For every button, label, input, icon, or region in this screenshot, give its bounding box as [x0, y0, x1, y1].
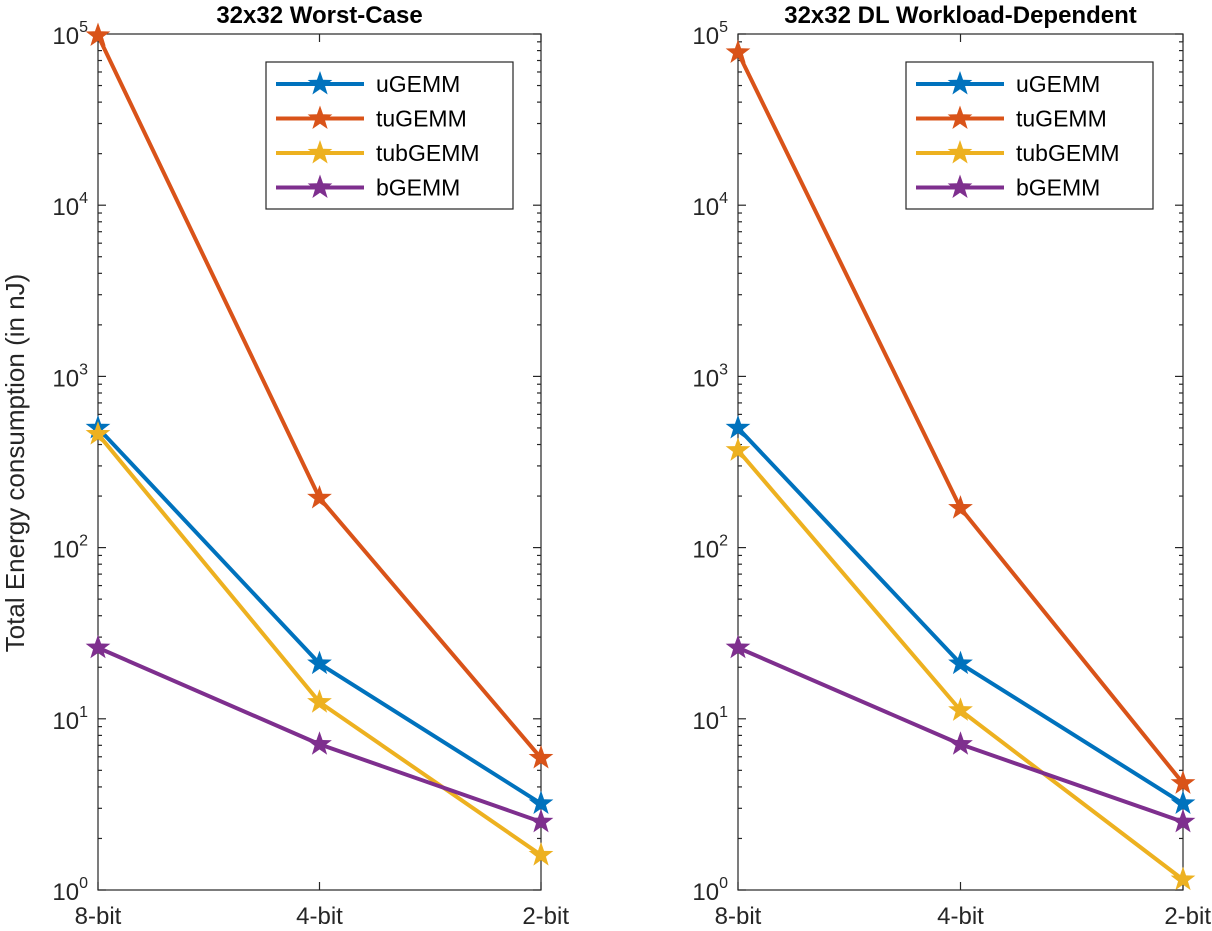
y-tick-label: 100 [52, 875, 88, 906]
x-tick-label: 4-bit [296, 903, 343, 930]
y-tick-label-exponent: 5 [79, 19, 88, 36]
legend-label-bGEMM: bGEMM [376, 175, 460, 201]
data-point-uGEMM [948, 650, 973, 675]
legend-label-tubGEMM: tubGEMM [376, 140, 480, 166]
y-tick-label: 103 [692, 361, 728, 392]
data-point-uGEMM [307, 650, 332, 675]
data-point-bGEMM [307, 731, 332, 755]
data-point-tuGEMM [725, 39, 751, 63]
data-point-tubGEMM [1170, 866, 1196, 891]
x-tick-label: 2-bit [522, 903, 569, 930]
y-tick-label-exponent: 3 [79, 361, 88, 378]
legend-label-tuGEMM: tuGEMM [376, 106, 467, 132]
data-point-uGEMM [528, 790, 554, 815]
y-tick-label: 101 [52, 704, 88, 735]
data-point-tubGEMM [725, 437, 751, 461]
data-point-tubGEMM [948, 697, 973, 721]
data-point-bGEMM [948, 731, 973, 755]
y-tick-label-base: 10 [692, 537, 719, 564]
legend-marker-bGEMM [307, 174, 333, 199]
data-point-bGEMM [528, 808, 554, 833]
data-point-tuGEMM [85, 22, 111, 47]
data-point-uGEMM [725, 414, 751, 439]
data-point-tuGEMM [528, 745, 554, 769]
legend-label-uGEMM: uGEMM [376, 71, 460, 97]
y-tick-label-base: 10 [692, 194, 719, 221]
legend-marker-uGEMM [947, 71, 973, 95]
y-tick-label: 105 [52, 19, 88, 50]
y-tick-label-base: 10 [52, 23, 79, 50]
legend-box [905, 61, 1154, 210]
y-axis-label: Total Energy consumption (in nJ) [0, 274, 30, 653]
data-point-bGEMM [725, 634, 751, 659]
y-tick-label-exponent: 2 [79, 533, 88, 550]
y-tick-label: 103 [52, 361, 88, 392]
legend-label-uGEMM: uGEMM [1016, 71, 1100, 97]
x-tick-label: 8-bit [715, 903, 762, 930]
x-tick-label: 8-bit [75, 903, 122, 930]
legend-label-tubGEMM: tubGEMM [1016, 140, 1120, 166]
y-tick-label: 100 [692, 875, 728, 906]
data-point-tuGEMM [307, 484, 332, 509]
y-tick-label: 101 [692, 704, 728, 735]
y-tick-label-exponent: 1 [719, 704, 728, 721]
y-tick-label-exponent: 1 [79, 704, 88, 721]
y-tick-label-base: 10 [692, 23, 719, 50]
data-point-tuGEMM [948, 495, 973, 519]
legend-label-bGEMM: bGEMM [1016, 175, 1100, 201]
x-tick-label: 4-bit [937, 903, 984, 930]
legend-box [265, 61, 514, 210]
legend-marker-tuGEMM [947, 105, 973, 130]
y-tick-label-exponent: 3 [719, 361, 728, 378]
y-tick-label-exponent: 4 [719, 190, 728, 207]
y-tick-label-exponent: 5 [719, 19, 728, 36]
data-point-bGEMM [85, 634, 111, 659]
data-point-tubGEMM [307, 689, 332, 713]
data-point-tuGEMM [1170, 770, 1196, 794]
chart-title: 32x32 DL Workload-Dependent [784, 2, 1137, 29]
y-tick-label-exponent: 0 [719, 875, 728, 892]
data-point-bGEMM [1170, 808, 1196, 833]
data-point-tubGEMM [528, 842, 554, 866]
legend: uGEMM tuGEMM tubGEMM bGEMM [905, 61, 1154, 210]
x-tick-label: 2-bit [1164, 903, 1211, 930]
data-point-uGEMM [1170, 790, 1196, 815]
y-tick-label: 102 [52, 533, 88, 564]
legend-marker-tubGEMM [947, 140, 973, 164]
legend: uGEMM tuGEMM tubGEMM bGEMM [265, 61, 514, 210]
y-tick-label-base: 10 [692, 708, 719, 735]
legend-marker-bGEMM [947, 174, 973, 199]
y-tick-label-exponent: 2 [719, 533, 728, 550]
chart-title: 32x32 Worst-Case [216, 2, 422, 29]
legend-marker-uGEMM [307, 71, 333, 95]
y-tick-label-base: 10 [52, 708, 79, 735]
y-tick-label-base: 10 [52, 537, 79, 564]
y-tick-label-base: 10 [692, 365, 719, 392]
y-tick-label-exponent: 4 [79, 190, 88, 207]
y-tick-label-exponent: 0 [79, 875, 88, 892]
legend-label-tuGEMM: tuGEMM [1016, 106, 1107, 132]
y-tick-label: 104 [52, 190, 88, 221]
legend-marker-tubGEMM [307, 140, 333, 164]
y-tick-label-base: 10 [52, 365, 79, 392]
y-tick-label-base: 10 [52, 879, 79, 906]
data-point-tubGEMM [85, 421, 111, 445]
legend-marker-tuGEMM [307, 105, 333, 130]
y-tick-label-base: 10 [692, 879, 719, 906]
y-tick-label-base: 10 [52, 194, 79, 221]
y-tick-label: 102 [692, 533, 728, 564]
y-tick-label: 105 [692, 19, 728, 50]
y-tick-label: 104 [692, 190, 728, 221]
